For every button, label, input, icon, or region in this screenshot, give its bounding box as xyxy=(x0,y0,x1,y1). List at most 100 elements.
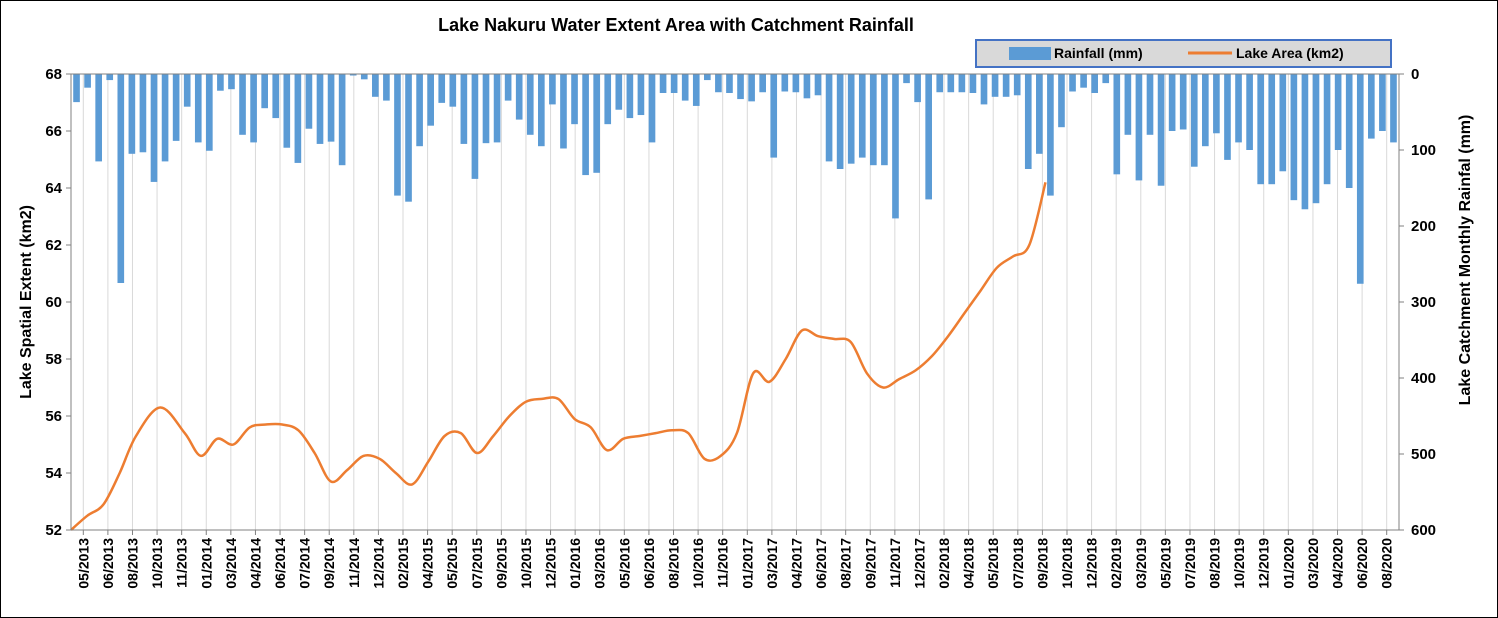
left-tick-label: 54 xyxy=(45,465,62,482)
rainfall-bar xyxy=(1013,74,1021,96)
right-axis-ticks: 600 500 400 300 200 100 0 xyxy=(1399,66,1436,539)
rainfall-bar xyxy=(637,74,645,116)
right-tick-label: 400 xyxy=(1411,370,1436,387)
x-tick-label: 06/2017 xyxy=(813,538,829,589)
x-tick-label: 11/2014 xyxy=(346,538,362,588)
rainfall-bar xyxy=(1080,74,1087,88)
rainfall-bar xyxy=(117,74,125,283)
rainfall-bar xyxy=(139,74,147,153)
rainfall-bar xyxy=(704,74,711,81)
left-tick-label: 56 xyxy=(45,408,62,425)
legend: Rainfall (mm) Lake Area (km2) xyxy=(975,39,1392,68)
x-tick-label: 03/2014 xyxy=(223,538,239,589)
x-tick-label: 07/2019 xyxy=(1182,538,1198,589)
rainfall-bar xyxy=(316,74,324,144)
rainfall-bar xyxy=(549,74,556,105)
rainfall-bar xyxy=(1157,74,1165,186)
rainfall-bar xyxy=(1190,74,1198,167)
rainfall-bar xyxy=(825,74,833,162)
rainfall-bar xyxy=(128,74,136,154)
x-tick-label: 08/2013 xyxy=(124,538,140,589)
x-tick-label: 03/2020 xyxy=(1305,538,1321,589)
rainfall-bar xyxy=(338,74,346,166)
x-tick-label: 03/2016 xyxy=(592,538,608,589)
rainfall-bar xyxy=(416,74,423,147)
x-tick-label: 05/2019 xyxy=(1157,538,1173,589)
right-tick-label: 600 xyxy=(1411,522,1436,539)
rainfall-bar xyxy=(870,74,877,166)
x-tick-label: 04/2017 xyxy=(788,538,804,589)
rainfall-bars xyxy=(73,74,1397,284)
rainfall-bar xyxy=(172,74,180,141)
rainfall-bar xyxy=(858,74,866,158)
x-tick-label: 01/2017 xyxy=(739,538,755,589)
x-tick-label: 12/2019 xyxy=(1256,538,1272,589)
chart-title: Lake Nakuru Water Extent Area with Catch… xyxy=(438,15,914,35)
legend-rainfall-swatch xyxy=(1009,47,1051,60)
x-tick-label: 07/2015 xyxy=(469,538,485,589)
rainfall-bar xyxy=(892,74,899,219)
rainfall-bar xyxy=(1091,74,1098,93)
rainfall-bar xyxy=(1368,74,1375,139)
rainfall-bar xyxy=(847,74,855,164)
x-tick-label: 06/2020 xyxy=(1354,538,1370,589)
rainfall-bar xyxy=(748,74,755,102)
rainfall-bar xyxy=(1290,74,1298,201)
rainfall-bar xyxy=(1356,74,1364,284)
x-tick-label: 09/2017 xyxy=(862,538,878,589)
rainfall-bar xyxy=(1124,74,1132,135)
rainfall-bar xyxy=(814,74,822,96)
rainfall-bar xyxy=(615,74,623,110)
right-tick-label: 300 xyxy=(1411,294,1436,311)
x-tick-label: 06/2013 xyxy=(100,538,116,589)
right-tick-label: 200 xyxy=(1411,218,1436,235)
lake-area-line xyxy=(70,181,1047,531)
rainfall-bar xyxy=(925,74,932,200)
x-tick-label: 05/2015 xyxy=(444,538,460,589)
x-tick-label: 04/2018 xyxy=(961,538,977,589)
rainfall-bar xyxy=(161,74,169,162)
x-tick-label: 09/2015 xyxy=(493,538,509,589)
rainfall-bar xyxy=(1036,74,1043,154)
right-axis-label: Lake Catchment Monthly Rainfal (mm) xyxy=(1457,115,1474,406)
x-tick-label: 11/2017 xyxy=(887,538,903,588)
right-tick-label: 100 xyxy=(1411,142,1436,159)
rainfall-bar xyxy=(383,74,390,101)
rainfall-bar xyxy=(1323,74,1331,185)
rainfall-bar xyxy=(493,74,501,143)
x-tick-label: 02/2018 xyxy=(936,538,952,589)
rainfall-bar xyxy=(1146,74,1154,135)
x-tick-label: 12/2017 xyxy=(911,538,927,589)
x-tick-label: 08/2016 xyxy=(666,538,682,589)
rainfall-bar xyxy=(95,74,102,162)
x-tick-label: 06/2016 xyxy=(641,538,657,589)
rainfall-bar xyxy=(349,74,357,76)
rainfall-bar xyxy=(1168,74,1176,131)
left-tick-label: 58 xyxy=(45,351,62,368)
rainfall-bar xyxy=(460,74,468,144)
rainfall-bar xyxy=(1345,74,1353,188)
rainfall-bar xyxy=(781,74,789,92)
x-tick-label: 11/2016 xyxy=(715,538,731,588)
rainfall-bar xyxy=(991,74,999,97)
x-tick-label: 01/2020 xyxy=(1280,538,1296,589)
rainfall-bar xyxy=(449,74,457,107)
plot-area-border xyxy=(70,73,1400,531)
rainfall-bar xyxy=(194,74,202,143)
x-tick-label: 07/2014 xyxy=(297,538,313,589)
rainfall-bar xyxy=(792,74,800,93)
x-tick-label: 12/2015 xyxy=(543,538,559,589)
rainfall-bar xyxy=(1224,74,1231,160)
x-tick-label: 10/2018 xyxy=(1059,538,1075,589)
x-tick-label: 09/2014 xyxy=(321,538,337,589)
rainfall-bar xyxy=(947,74,955,93)
rainfall-bar xyxy=(261,74,268,109)
rainfall-bar xyxy=(670,74,678,93)
rainfall-bar xyxy=(593,74,600,173)
rainfall-bar xyxy=(228,74,235,90)
x-tick-label: 12/2018 xyxy=(1084,538,1100,589)
x-tick-label: 07/2018 xyxy=(1010,538,1026,589)
rainfall-bar xyxy=(250,74,257,143)
rainfall-bar xyxy=(1135,74,1143,181)
rainfall-bar xyxy=(471,74,479,179)
